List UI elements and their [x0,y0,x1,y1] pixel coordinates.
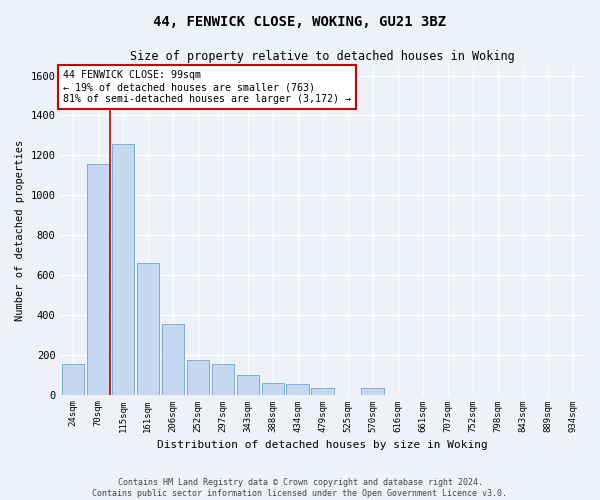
Bar [361,388,384,394]
Title: Size of property relative to detached houses in Woking: Size of property relative to detached ho… [130,50,515,63]
Bar [262,382,284,394]
Text: 44, FENWICK CLOSE, WOKING, GU21 3BZ: 44, FENWICK CLOSE, WOKING, GU21 3BZ [154,15,446,29]
Text: 44 FENWICK CLOSE: 99sqm
← 19% of detached houses are smaller (763)
81% of semi-d: 44 FENWICK CLOSE: 99sqm ← 19% of detache… [63,70,351,104]
Bar [236,374,259,394]
X-axis label: Distribution of detached houses by size in Woking: Distribution of detached houses by size … [157,440,488,450]
Text: Contains HM Land Registry data © Crown copyright and database right 2024.
Contai: Contains HM Land Registry data © Crown c… [92,478,508,498]
Bar [137,263,159,394]
Bar [187,360,209,394]
Bar [311,388,334,394]
Bar [112,144,134,394]
Bar [161,324,184,394]
Bar [212,364,234,394]
Bar [62,364,84,394]
Bar [86,164,109,394]
Bar [286,384,309,394]
Y-axis label: Number of detached properties: Number of detached properties [15,140,25,320]
